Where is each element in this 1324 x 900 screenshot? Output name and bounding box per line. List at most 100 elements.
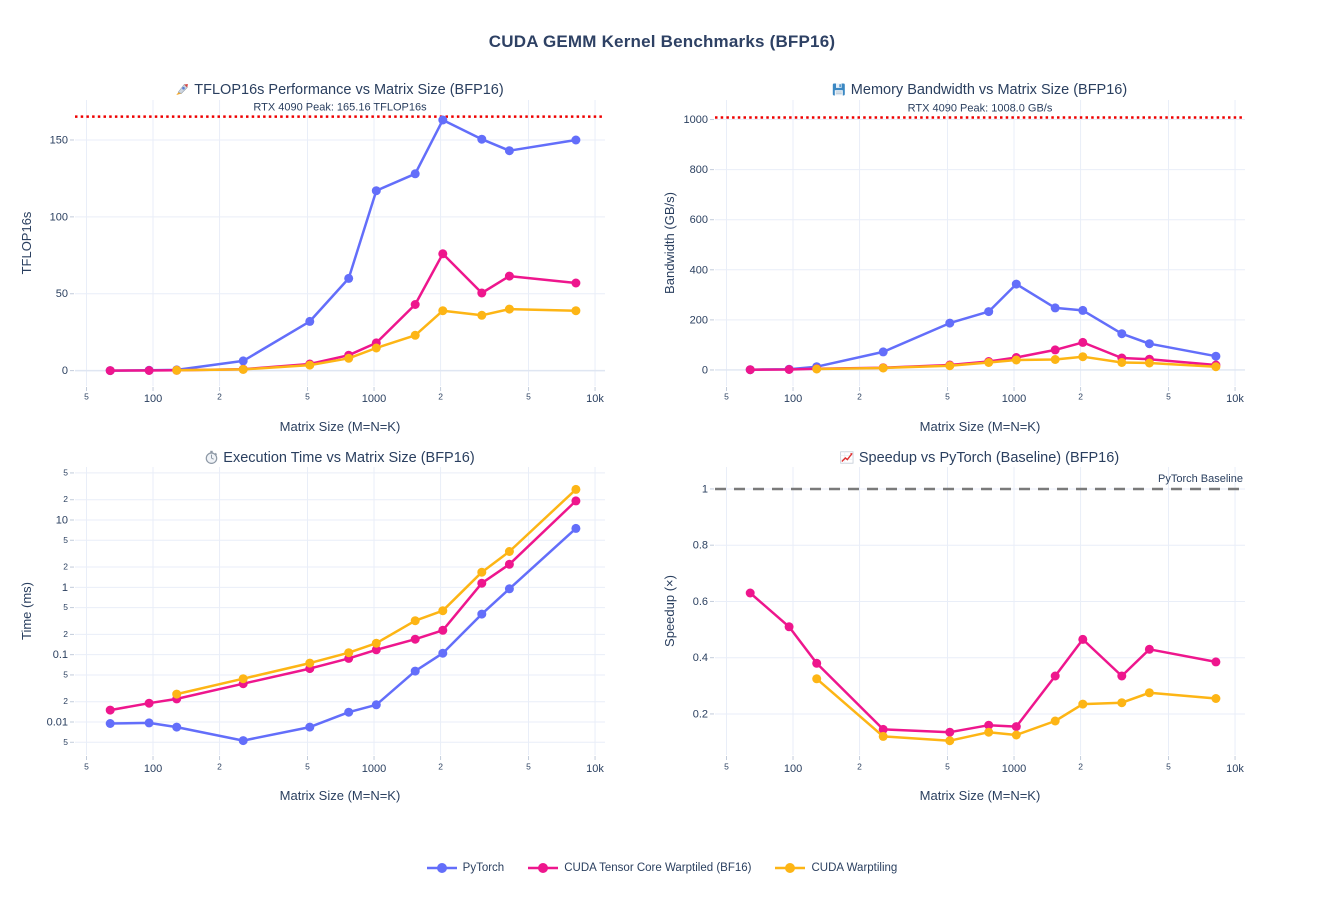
data-point [878,731,888,741]
legend-item-warptiling[interactable]: CUDA Warptiling [775,862,897,874]
chart-speedup: 5 100 2 5 1000 2 5 10k 0.2 0.4 0.6 0.8 1 PyTorch Base… [662,438,1324,818]
y-tick-label: 100 [50,211,68,223]
y-tick-label: 0.2 [693,708,708,720]
y-tick-label: 150 [50,134,68,146]
data-point [1117,698,1127,708]
data-point [945,736,955,746]
series-line [108,252,578,372]
series-line [175,307,578,372]
data-point [571,523,581,533]
x-axis-grid: 5 100 2 5 1000 2 5 10k [724,467,1244,775]
x-tick-label: 2 [1078,762,1083,772]
y-tick-label: 200 [690,314,708,326]
data-point [344,353,354,363]
x-tick-label: 2 [857,392,862,402]
data-point [438,306,448,316]
data-point [1211,657,1221,667]
series-warptiling [172,304,581,375]
x-tick-label: 1000 [362,763,386,775]
data-point [438,249,448,259]
data-point [371,638,381,648]
chart-title: Execution Time vs Matrix Size (BFP16) [223,450,474,466]
y-tick-label: 50 [56,288,68,300]
y-tick-label: 2 [63,629,68,639]
legend-item-pytorch[interactable]: PyTorch [426,862,505,874]
series-pytorch [745,279,1221,375]
y-tick-label: 5 [63,535,68,545]
data-point [1050,345,1060,355]
data-point [504,146,514,156]
x-tick-label: 100 [144,763,162,775]
legend-label-warptiling: CUDA Warptiling [811,862,898,874]
data-point [945,727,955,737]
data-point [344,648,354,658]
data-point [477,134,487,144]
x-tick-label: 5 [1166,392,1171,402]
x-tick-label: 2 [1078,392,1083,402]
x-tick-label: 5 [945,762,950,772]
data-point [305,722,315,732]
data-point [371,343,381,353]
series-line [815,355,1218,371]
x-axis-grid: 5 100 2 5 1000 2 5 10k [724,100,1244,405]
rocket-icon [176,84,188,95]
y-axis-grid: 5 0.01 2 5 0.1 2 5 1 2 5 10 2 5 [47,467,605,747]
data-point [1078,337,1088,347]
data-point [410,300,420,309]
data-point [371,700,381,710]
y-tick-label: 5 [63,737,68,747]
data-point [144,366,154,375]
data-point [878,363,888,373]
x-tick-label: 1000 [362,393,386,405]
series-pytorch [105,523,581,746]
series-line [748,591,1218,734]
y-tick-label: 0.01 [47,717,68,729]
x-axis-title: Matrix Size (M=N=K) [280,419,401,434]
y-tick-label: 400 [690,264,708,276]
page-title: CUDA GEMM Kernel Benchmarks (BFP16) [488,32,836,51]
data-point [984,358,994,367]
series-line [748,341,1218,371]
data-point [745,365,755,375]
x-tick-label: 2 [857,762,862,772]
series-tensor_core [745,588,1221,737]
y-tick-label: 2 [63,562,68,572]
data-point [1117,358,1127,367]
chart-title: Speedup vs PyTorch (Baseline) (BFP16) [859,450,1119,466]
data-point [238,674,248,684]
data-point [812,674,822,684]
data-point [477,578,487,588]
y-tick-label: 5 [63,602,68,612]
data-point [504,271,514,281]
data-point [571,496,581,506]
stopwatch-icon [205,450,218,464]
data-point [1144,688,1154,698]
legend-item-tensor-core[interactable]: CUDA Tensor Core Warptiled (BF16) [528,862,751,874]
tflops-plot: 5 100 2 5 1000 2 5 10k 0 50 100 150 RTX 4090 Peak: 1… [19,82,605,434]
data-point [410,666,420,676]
data-point [410,169,420,179]
chart-icon [840,451,854,464]
series-line [108,118,578,372]
y-axis-title: Time (ms) [19,582,34,640]
y-tick-label: 1 [702,483,708,495]
y-tick-label: 800 [690,164,708,176]
data-point [410,616,420,626]
x-tick-label: 10k [586,763,604,775]
data-point [1078,699,1088,709]
x-tick-label: 5 [526,392,531,402]
x-axis-title: Matrix Size (M=N=K) [920,419,1041,434]
data-point [371,186,381,196]
data-point [812,364,822,374]
ref-line-annotation: PyTorch Baseline [1158,473,1243,485]
x-axis-grid: 5 100 2 5 1000 2 5 10k [84,100,604,405]
data-point [238,356,248,366]
series-line [108,527,578,742]
series-warptiling [172,484,581,699]
legend-label-pytorch: PyTorch [462,862,505,874]
data-point [1117,329,1127,339]
x-tick-label: 5 [84,762,89,772]
x-tick-label: 5 [724,762,729,772]
data-point [105,366,115,376]
